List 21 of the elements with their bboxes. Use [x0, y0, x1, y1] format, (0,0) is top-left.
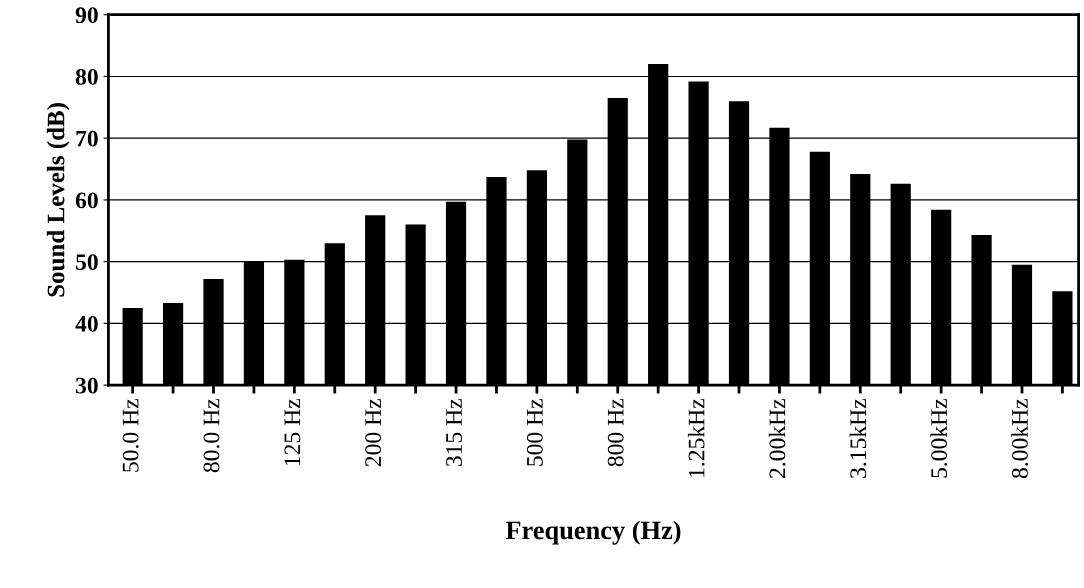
x-tick-label: 2.00kHz: [768, 398, 786, 478]
x-tick-label: 80.0 Hz: [203, 398, 220, 473]
x-tick-label: 50.0 Hz: [122, 398, 139, 472]
x-tick-label: 8.00kHz: [1011, 398, 1028, 479]
x-tick-label: 500 Hz: [526, 398, 543, 466]
y-tick-label: 60: [75, 192, 98, 209]
x-tick-label: 125 Hz: [284, 398, 301, 466]
x-tick-label: 1.25kHz: [687, 398, 705, 477]
y-tick-label: 30: [75, 377, 98, 394]
x-tick-label: 315 Hz: [446, 398, 462, 467]
y-tick-label: 70: [76, 130, 98, 147]
y-tick-label: 40: [75, 315, 98, 332]
y-tick-label: 90: [75, 7, 98, 24]
x-tick-label: 3.15kHz: [849, 398, 867, 478]
x-axis-title: Frequency (Hz): [505, 520, 681, 545]
x-tick-label: 800 Hz: [607, 398, 624, 467]
x-tick-label: 200 Hz: [365, 398, 382, 467]
y-tick-label: 50: [76, 254, 98, 271]
y-tick-label: 80: [75, 68, 98, 85]
y-axis-title: Sound Levels (dB): [46, 103, 70, 297]
x-tick-label: 5.00kHz: [930, 398, 948, 478]
